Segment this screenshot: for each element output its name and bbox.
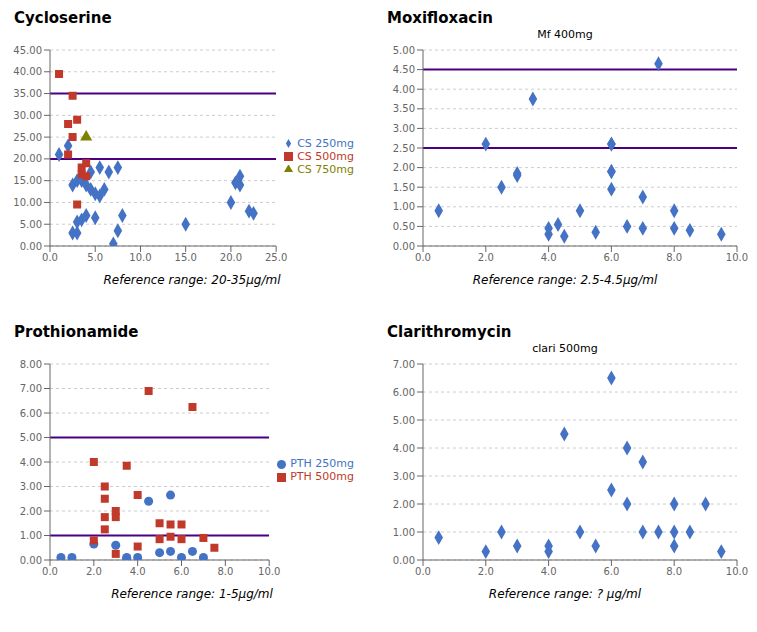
svg-text:2.50: 2.50 [393, 143, 415, 154]
svg-text:6.0: 6.0 [174, 566, 190, 577]
svg-text:10.0: 10.0 [258, 566, 280, 577]
svg-text:20.00: 20.00 [13, 153, 42, 164]
svg-text:0.0: 0.0 [415, 566, 431, 577]
svg-text:0.50: 0.50 [393, 221, 415, 232]
svg-text:5.00: 5.00 [20, 219, 42, 230]
svg-text:40.00: 40.00 [13, 66, 42, 77]
html-text:CS 500mg: CS 500mg [297, 149, 354, 163]
svg-text:20.0: 20.0 [220, 252, 242, 263]
html-text:Reference range: 1-5μg/ml: Reference range: 1-5μg/ml [111, 587, 273, 601]
svg-text:2.0: 2.0 [478, 566, 494, 577]
svg-text:4.00: 4.00 [393, 443, 415, 454]
svg-text:8.0: 8.0 [217, 566, 233, 577]
svg-text:5.00: 5.00 [20, 432, 42, 443]
svg-text:4.00: 4.00 [393, 84, 415, 95]
svg-text:5.00: 5.00 [393, 45, 415, 56]
svg-text:1.00: 1.00 [393, 527, 415, 538]
svg-text:2.0: 2.0 [86, 566, 102, 577]
svg-text:25.00: 25.00 [13, 132, 42, 143]
svg-text:6.00: 6.00 [393, 387, 415, 398]
svg-text:5.0: 5.0 [87, 252, 103, 263]
svg-text:10.0: 10.0 [129, 252, 151, 263]
html-text:Prothionamide: Prothionamide [14, 323, 139, 341]
svg-text:45.00: 45.00 [13, 45, 42, 56]
svg-text:3.50: 3.50 [393, 103, 415, 114]
svg-text:3.00: 3.00 [393, 471, 415, 482]
html-text:PTH 250mg: PTH 250mg [290, 457, 354, 470]
svg-text:2.00: 2.00 [20, 506, 42, 517]
svg-text:2.00: 2.00 [393, 162, 415, 173]
svg-text:8.00: 8.00 [20, 359, 42, 370]
svg-text:4.0: 4.0 [130, 566, 146, 577]
html-text:Clarithromycin: Clarithromycin [387, 323, 512, 341]
svg-text:15.0: 15.0 [175, 252, 197, 263]
svg-text:7.00: 7.00 [20, 383, 42, 394]
svg-text:6.0: 6.0 [603, 252, 619, 263]
svg-text:2.0: 2.0 [478, 252, 494, 263]
html-text:Moxifloxacin: Moxifloxacin [387, 9, 493, 27]
svg-text:6.0: 6.0 [603, 566, 619, 577]
svg-text:4.0: 4.0 [541, 566, 557, 577]
svg-text:15.00: 15.00 [13, 175, 42, 186]
html-text:Reference range: ? μg/ml: Reference range: ? μg/ml [488, 587, 642, 601]
svg-text:25.0: 25.0 [265, 252, 287, 263]
svg-text:2.00: 2.00 [393, 499, 415, 510]
html-text:Reference range: 2.5-4.5μg/ml: Reference range: 2.5-4.5μg/ml [472, 273, 658, 287]
html-text:PTH 500mg: PTH 500mg [290, 470, 354, 483]
svg-text:8.0: 8.0 [666, 252, 682, 263]
html-text:Cycloserine: Cycloserine [14, 9, 112, 27]
svg-text:8.0: 8.0 [666, 566, 682, 577]
html-text:CS 250mg: CS 250mg [297, 136, 354, 150]
svg-text:4.0: 4.0 [541, 252, 557, 263]
svg-text:5.00: 5.00 [393, 415, 415, 426]
svg-text:0.00: 0.00 [393, 241, 415, 252]
svg-text:1.00: 1.00 [393, 201, 415, 212]
svg-text:1.50: 1.50 [393, 182, 415, 193]
svg-text:1.00: 1.00 [20, 530, 42, 541]
svg-text:6.00: 6.00 [20, 408, 42, 419]
html-text:clari 500mg: clari 500mg [532, 342, 598, 355]
svg-text:7.00: 7.00 [393, 359, 415, 370]
svg-text:3.00: 3.00 [20, 481, 42, 492]
svg-text:4.50: 4.50 [393, 64, 415, 75]
svg-text:10.0: 10.0 [726, 566, 748, 577]
svg-text:30.00: 30.00 [13, 110, 42, 121]
svg-text:0.0: 0.0 [42, 566, 58, 577]
svg-text:0.00: 0.00 [20, 555, 42, 566]
svg-text:0.0: 0.0 [42, 252, 58, 263]
svg-text:0.00: 0.00 [20, 241, 42, 252]
html-text:Mf 400mg: Mf 400mg [537, 28, 593, 41]
svg-text:35.00: 35.00 [13, 88, 42, 99]
svg-text:10.0: 10.0 [726, 252, 748, 263]
svg-text:0.00: 0.00 [393, 555, 415, 566]
html-text:Reference range: 20-35μg/ml: Reference range: 20-35μg/ml [103, 273, 281, 287]
html-text:CS 750mg: CS 750mg [297, 162, 354, 176]
svg-text:10.00: 10.00 [13, 197, 42, 208]
svg-text:3.00: 3.00 [393, 123, 415, 134]
svg-text:0.0: 0.0 [415, 252, 431, 263]
svg-text:4.00: 4.00 [20, 457, 42, 468]
